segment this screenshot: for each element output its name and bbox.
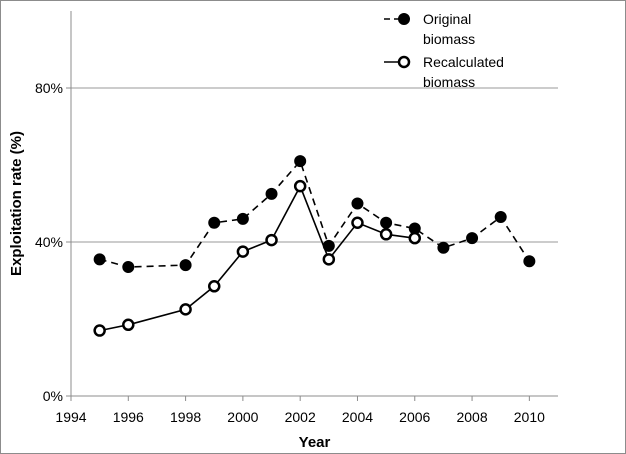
- data-point: [351, 216, 364, 229]
- data-point: [208, 216, 221, 229]
- data-point: [351, 197, 364, 210]
- x-tick-label: 1998: [170, 409, 201, 425]
- data-point: [265, 233, 278, 247]
- data-point: [293, 179, 307, 193]
- series-layer: [93, 155, 536, 337]
- data-point: [437, 241, 450, 254]
- data-point: [207, 280, 221, 293]
- x-axis-title: Year: [299, 434, 331, 451]
- data-point: [322, 253, 336, 266]
- data-point: [236, 245, 250, 258]
- legend: Original biomass Recalculated biomass: [384, 11, 504, 90]
- legend-label: Recalculated: [423, 54, 504, 70]
- x-tick-label: 2010: [514, 409, 545, 425]
- y-axis-title: Exploitation rate (%): [8, 131, 25, 276]
- data-point: [122, 318, 135, 332]
- x-tick-label: 2000: [227, 409, 258, 425]
- legend-label: Original: [423, 11, 471, 27]
- data-point: [494, 210, 507, 223]
- data-point: [179, 259, 192, 272]
- data-point: [408, 231, 422, 245]
- data-point: [466, 232, 479, 245]
- x-tick-label: 2006: [399, 409, 430, 425]
- legend-marker-1: [398, 13, 410, 25]
- x-tick-label: 2004: [342, 409, 373, 425]
- x-tick-label: 1996: [113, 409, 144, 425]
- data-point: [265, 187, 278, 200]
- legend-marker-2: [397, 55, 411, 69]
- data-point: [380, 216, 393, 229]
- y-tick-label: 40%: [35, 234, 63, 250]
- series-line-1: [99, 159, 531, 268]
- y-tick-label: 80%: [35, 80, 63, 96]
- data-point: [523, 255, 536, 268]
- x-tick-label: 2002: [285, 409, 316, 425]
- axis-layer: 0% 40% 80% 1994 1996 1998 2000 2002 2004 2006 2008…: [35, 11, 558, 425]
- data-point: [236, 212, 249, 225]
- legend-label: biomass: [423, 31, 475, 47]
- data-point: [93, 324, 106, 337]
- x-tick-label: 1994: [55, 409, 86, 425]
- series-line-2: [99, 184, 415, 332]
- legend-label: biomass: [423, 74, 475, 90]
- data-point: [294, 155, 307, 168]
- data-point: [122, 261, 135, 274]
- y-tick-label: 0%: [43, 388, 63, 404]
- data-point: [93, 253, 106, 266]
- x-tick-label: 2008: [456, 409, 487, 425]
- grid-layer: [71, 87, 558, 243]
- data-point: [179, 303, 192, 316]
- data-point: [379, 228, 393, 241]
